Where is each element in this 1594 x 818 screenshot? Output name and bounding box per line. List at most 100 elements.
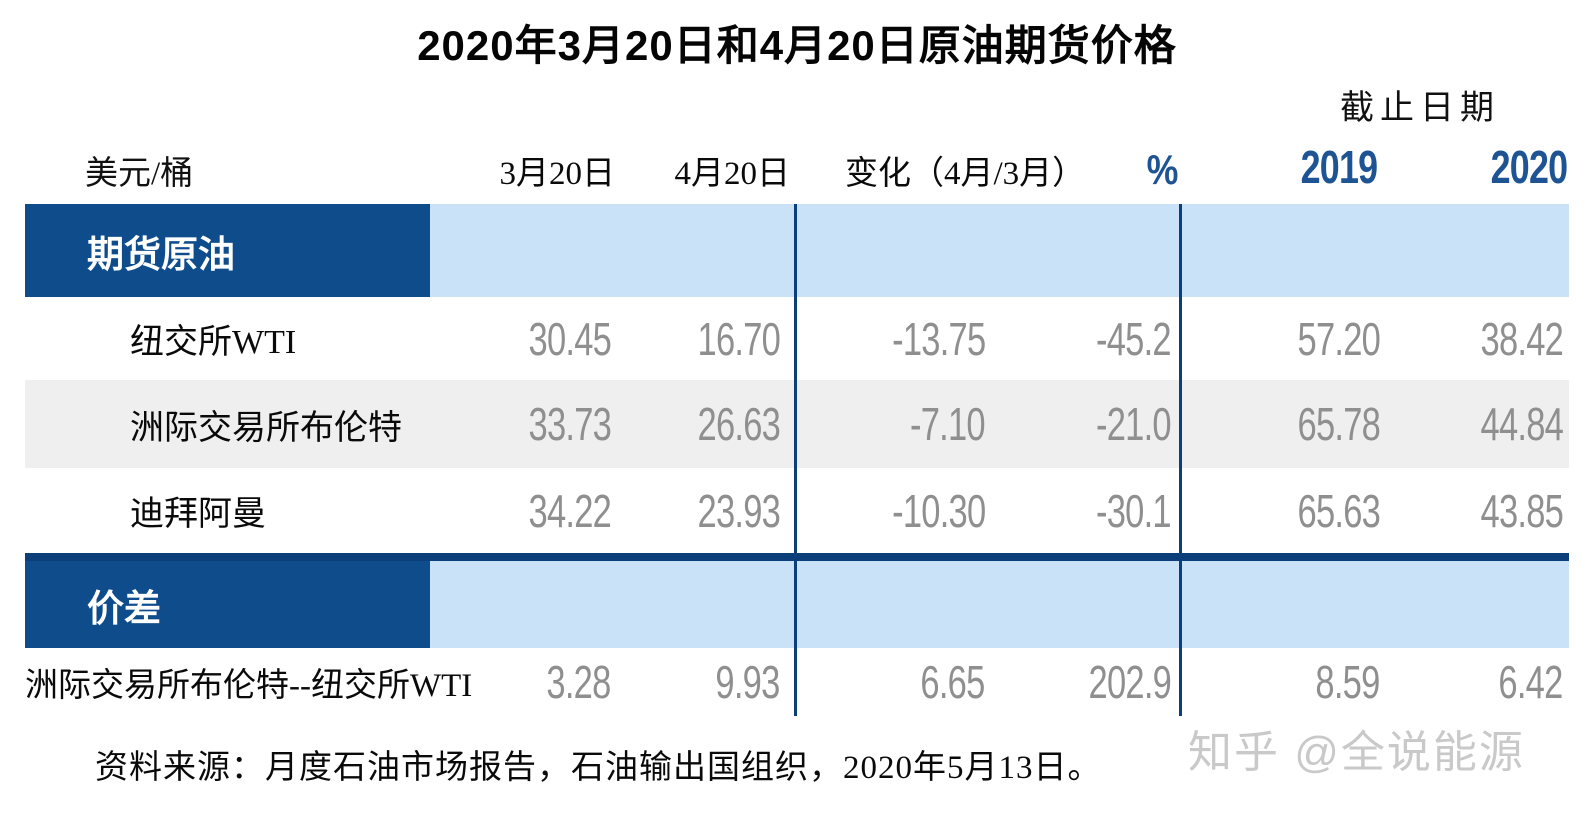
column-header-2020: 2020 [1490,141,1567,193]
value: 3.28 [546,656,612,708]
cell-header-mar20: 3月20日 [430,130,617,204]
band-cell [1182,204,1388,297]
row-label: 洲际交易所布伦特 [130,409,402,447]
table-row-brent: 洲际交易所布伦特 33.73 26.63 -7.10 -21.0 65.78 4… [25,380,1569,468]
cell-value: 26.63 [617,380,797,468]
value: 6.42 [1498,656,1564,708]
cell-value: 38.42 [1388,297,1569,380]
section-header-label: 价差 [87,587,161,629]
value: 65.78 [1297,398,1380,450]
section-header-futures: 期货原油 [25,204,1569,297]
value: 43.85 [1480,484,1563,537]
column-header-row: 美元/桶 3月20日 4月20日 变化（4月/3月） % 2019 2020 [25,130,1569,204]
cell-value: -10.30 [797,468,995,553]
value: -45.2 [1096,312,1172,365]
cell-value: 3.28 [430,648,617,716]
band-cell [430,561,617,648]
value: 16.70 [697,312,780,365]
value: 9.93 [715,656,781,708]
cell-label: 洲际交易所布伦特--纽交所WTI [25,648,472,716]
cell-value: -13.75 [797,297,995,380]
band-cell [1182,561,1388,648]
row-label: 洲际交易所布伦特--纽交所WTI [25,668,473,704]
cell-value: -45.2 [995,297,1182,380]
cell-value: 43.85 [1388,468,1569,553]
section-header-spread: 价差 [25,561,1569,648]
deadline-header: 截止日期 [1340,90,1500,127]
section-header-block: 价差 [25,561,430,648]
section-header-block: 期货原油 [25,204,430,297]
cell-value: 8.59 [1182,648,1388,716]
table-row-dubai: 迪拜阿曼 34.22 23.93 -10.30 -30.1 65.63 43.8… [25,468,1569,553]
source-note: 资料来源：月度石油市场报告，石油输出国组织，2020年5月13日。 [95,750,1102,786]
cell-value: -7.10 [797,380,995,468]
value: 30.45 [528,312,611,365]
value: 57.20 [1297,312,1380,365]
band-cell [995,204,1182,297]
cell-header-percent: % [995,130,1182,204]
cell-value: -30.1 [995,468,1182,553]
cell-value: 65.78 [1182,380,1388,468]
row-label: 迪拜阿曼 [130,496,266,533]
column-header-mar20: 3月20日 [499,156,616,192]
band-cell [1388,561,1569,648]
value: 33.73 [528,398,611,450]
price-table: 美元/桶 3月20日 4月20日 变化（4月/3月） % 2019 2020 [25,130,1569,716]
band-cell [797,204,995,297]
cell-value: 30.45 [430,297,617,380]
cell-label: 洲际交易所布伦特 [25,380,430,468]
cell-value: 6.42 [1388,648,1569,716]
section-divider-line [25,553,1569,561]
section-header-label: 期货原油 [87,233,235,275]
cell-value: 9.93 [617,648,797,716]
band-cell [1388,204,1569,297]
cell-value: 34.22 [430,468,617,553]
column-header-change: 变化（4月/3月） [845,156,1086,192]
cell-header-2020: 2020 [1388,130,1569,204]
cell-value: 65.63 [1182,468,1388,553]
watermark: 知乎 @全说能源 [1188,728,1525,777]
cell-value: 16.70 [617,297,797,380]
value: -21.0 [1096,398,1172,450]
column-header-apr20: 4月20日 [674,156,791,192]
value: 38.42 [1480,312,1563,365]
column-header-2019: 2019 [1300,141,1377,193]
table-row-wti: 纽交所WTI 30.45 16.70 -13.75 -45.2 57.20 38… [25,297,1569,380]
unit-label: 美元/桶 [85,156,194,192]
cell-value: 57.20 [1182,297,1388,380]
cell-value: 33.73 [430,380,617,468]
band-cell [617,561,797,648]
cell-value: 202.9 [995,648,1182,716]
value: 26.63 [697,398,780,450]
value: 44.84 [1480,398,1563,450]
cell-value: 23.93 [617,468,797,553]
value: 23.93 [697,484,780,537]
value: -13.75 [891,312,986,365]
value: 6.65 [920,656,986,708]
cell-value: -21.0 [995,380,1182,468]
value: 65.63 [1297,484,1380,537]
cell-value: 6.65 [797,648,995,716]
band-cell [617,204,797,297]
row-label: 纽交所WTI [130,324,297,361]
value: -7.10 [910,398,986,450]
page-title: 2020年3月20日和4月20日原油期货价格 [417,22,1177,69]
cell-unit: 美元/桶 [25,130,430,204]
cell-header-change: 变化（4月/3月） [797,130,1085,204]
value: 202.9 [1088,656,1171,708]
value: 8.59 [1315,656,1381,708]
cell-value: 44.84 [1388,380,1569,468]
band-cell [797,561,995,648]
cell-label: 纽交所WTI [25,297,430,380]
column-header-percent: % [1146,146,1178,193]
value: 34.22 [528,484,611,537]
cell-header-2019: 2019 [1182,130,1388,204]
cell-header-apr20: 4月20日 [617,130,797,204]
table-row-spread: 洲际交易所布伦特--纽交所WTI 3.28 9.93 6.65 202.9 8.… [25,648,1569,716]
cell-label: 迪拜阿曼 [25,468,430,553]
value: -10.30 [891,484,986,537]
band-cell [995,561,1182,648]
value: -30.1 [1096,484,1172,537]
band-cell [430,204,617,297]
